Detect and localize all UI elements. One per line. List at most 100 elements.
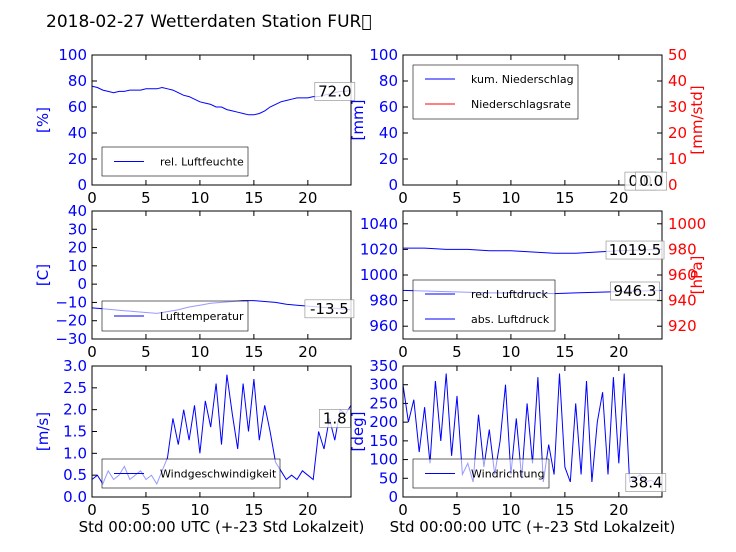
x-tick-label: 20	[609, 343, 628, 361]
legend-label: kum. Niederschlag	[471, 73, 574, 86]
series-line-1	[92, 85, 351, 116]
plot-frame	[91, 54, 352, 186]
legend: red. Luftdruck abs. Luftdruck	[412, 279, 556, 332]
x-tick-label: 5	[452, 189, 462, 207]
annotation-box	[605, 240, 665, 260]
x-tick-label: 0	[398, 343, 408, 361]
legend-label: Windrichtung	[471, 468, 544, 481]
y2-axis-label: [mm/std]	[688, 85, 706, 154]
x-tick-label: 20	[298, 501, 317, 519]
y2-tick-label: 20	[668, 124, 687, 142]
x-tick-label: 0	[87, 501, 97, 519]
x-tick-label: 5	[452, 501, 462, 519]
legend-box	[412, 64, 579, 120]
panel-pressure: 0 5 10 15 20 960 980 1000 1020 1040 920 940 960 980 10…	[360, 210, 706, 361]
y-tick-label: 1000	[360, 266, 398, 284]
y-tick-label: 20	[68, 150, 87, 168]
y-tick-label: 1.5	[63, 423, 87, 441]
value-annotation: 0.0	[639, 172, 663, 190]
x-tick-label: 20	[298, 189, 317, 207]
y-tick-label: 100	[369, 451, 398, 469]
y-tick-label: 40	[68, 124, 87, 142]
y-tick-label: 1040	[360, 215, 398, 233]
legend: Windgeschwindigkeit	[101, 458, 281, 489]
y-tick-label: 150	[369, 432, 398, 450]
x-axis-label: Std 00:00:00 UTC (+-23 Std Lokalzeit)	[79, 518, 365, 536]
y-tick-label: 250	[369, 394, 398, 412]
y2-tick-label: 30	[668, 98, 687, 116]
annotation-box	[304, 299, 355, 319]
x-tick-label: 5	[141, 343, 151, 361]
y2-tick-label: 50	[668, 46, 687, 64]
y-tick-label: 80	[68, 72, 87, 90]
legend-box	[412, 279, 556, 332]
x-tick-label: 0	[398, 189, 408, 207]
x-tick-label: 15	[555, 501, 574, 519]
y-tick-label: 10	[68, 257, 87, 275]
legend-label: red. Luftdruck	[471, 288, 548, 301]
plot-frame	[402, 365, 663, 498]
x-tick-label: 0	[398, 501, 408, 519]
y-tick-label: 1.0	[63, 444, 87, 462]
y-tick-label: 2.0	[63, 401, 87, 419]
plot-frame	[402, 210, 663, 340]
panel-windspeed: 0 5 10 15 20 0.0 0.5 1.0 1.5 2.0 2.5 3.0 [m/s] Std 00…	[34, 357, 364, 536]
legend-label: abs. Luftdruck	[471, 313, 550, 326]
y-axis-label: [%]	[34, 107, 52, 133]
y2-tick-label: 1000	[668, 215, 706, 233]
y-tick-label: 80	[379, 72, 398, 90]
value-annotation: 72.0	[318, 82, 351, 100]
y-tick-label: 50	[379, 469, 398, 487]
y-tick-label: 300	[369, 376, 398, 394]
y-tick-label: 980	[369, 292, 398, 310]
x-tick-label: 10	[501, 189, 520, 207]
y-tick-label: 20	[379, 150, 398, 168]
value-annotation: 946.3	[614, 282, 657, 300]
x-tick-label: 5	[141, 501, 151, 519]
y2-tick-label: 0	[668, 176, 678, 194]
x-tick-label: 10	[501, 501, 520, 519]
y2-tick-label: 940	[668, 292, 697, 310]
plot-frame	[402, 54, 663, 186]
y-tick-label: 20	[68, 239, 87, 257]
y-tick-label: 350	[369, 357, 398, 375]
x-tick-label: 10	[190, 343, 209, 361]
panel-precip: 0 5 10 15 20 0 20 40 60 80 100 0 10 20 30 40 50 [mm/std] […	[349, 46, 706, 207]
legend-label: Windgeschwindigkeit	[160, 468, 277, 481]
y-tick-label: 0.5	[63, 466, 87, 484]
y-tick-label: 0	[77, 275, 87, 293]
y-tick-label: 0	[388, 176, 398, 194]
value-annotation: -13.5	[310, 300, 349, 318]
y-tick-label: 40	[379, 124, 398, 142]
value-annotation: 1.8	[323, 409, 347, 427]
y-tick-label: −20	[55, 312, 87, 330]
x-tick-label: 20	[609, 189, 628, 207]
x-tick-label: 15	[244, 189, 263, 207]
y-tick-label: 30	[68, 220, 87, 238]
x-tick-label: 15	[244, 501, 263, 519]
x-tick-label: 20	[609, 501, 628, 519]
y-axis-label: [deg]	[349, 412, 367, 452]
annotation-box	[610, 281, 660, 301]
legend-label: Niederschlagsrate	[471, 98, 571, 111]
y2-tick-label: 960	[668, 266, 697, 284]
x-tick-label: 10	[190, 189, 209, 207]
y-tick-label: 0	[77, 176, 87, 194]
y-tick-label: 100	[369, 46, 398, 64]
x-axis-label: Std 00:00:00 UTC (+-23 Std Lokalzeit)	[390, 518, 676, 536]
annotation-box	[319, 409, 351, 428]
y-tick-label: 2.5	[63, 379, 87, 397]
x-tick-label: 15	[244, 343, 263, 361]
x-tick-label: 15	[555, 343, 574, 361]
y-axis-label: [m/s]	[34, 412, 52, 451]
legend: kum. Niederschlag Niederschlagsrate	[412, 64, 579, 120]
annotation-box	[635, 171, 668, 191]
x-tick-label: 0	[87, 189, 97, 207]
y-tick-label: 0	[388, 488, 398, 506]
y-tick-label: 40	[68, 202, 87, 220]
x-tick-label: 15	[555, 189, 574, 207]
y-tick-label: 3.0	[63, 357, 87, 375]
y-tick-label: 60	[68, 98, 87, 116]
y-tick-label: 200	[369, 413, 398, 431]
